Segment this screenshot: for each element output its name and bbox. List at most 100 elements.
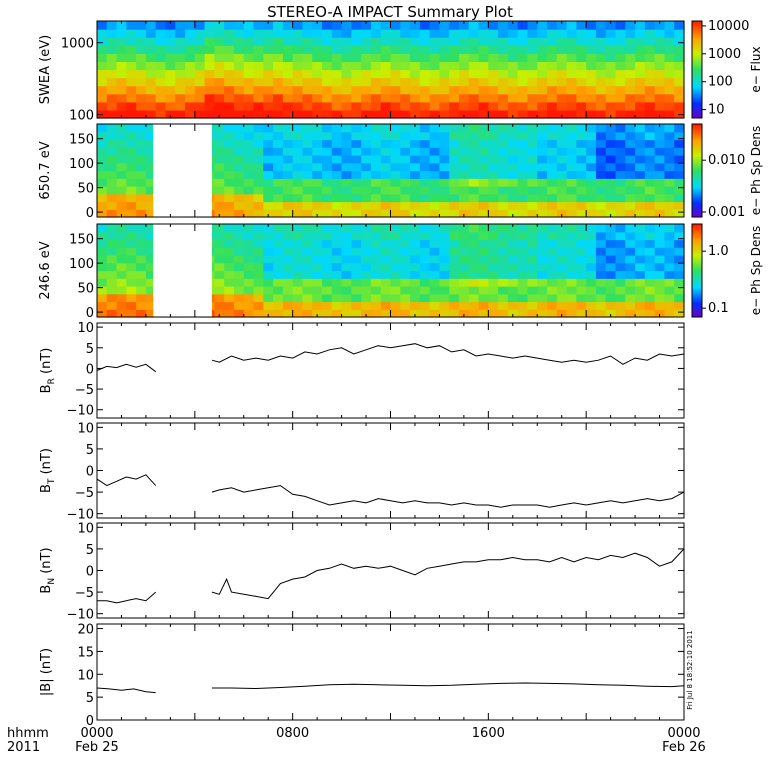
y-axis-label-unit: (nT) <box>39 547 54 577</box>
spectrogram-cell <box>547 239 558 248</box>
spectrogram-cell <box>351 178 362 187</box>
y-tick-label: 5 <box>86 443 94 458</box>
spectrogram-cell <box>370 101 382 111</box>
spectrogram-cell <box>116 262 127 272</box>
spectrogram-cell <box>361 309 372 318</box>
spectrogram-cell <box>625 77 636 87</box>
spectrogram-cell <box>243 109 255 119</box>
spectrogram-cell <box>566 93 577 103</box>
spectrogram-cell <box>566 109 577 119</box>
spectrogram-cell <box>243 247 255 256</box>
spectrogram-cell <box>527 170 538 179</box>
spectrogram-cell <box>674 201 685 210</box>
spectrogram-cell <box>351 37 362 46</box>
spectrogram-cell <box>419 93 431 103</box>
spectrogram-cell <box>625 29 636 38</box>
spectrogram-cell <box>674 209 685 218</box>
spectrogram-cell <box>145 270 157 279</box>
spectrogram-cell <box>145 109 157 119</box>
spectrogram-cell <box>165 93 176 103</box>
spectrogram-cell <box>635 109 646 119</box>
spectrogram-cell <box>341 255 352 264</box>
spectrogram-cell <box>566 162 577 172</box>
spectrogram-cell <box>106 61 118 71</box>
spectrogram-cell <box>341 186 352 195</box>
spectrogram-cell <box>136 37 147 46</box>
spectrogram-cell <box>136 61 147 71</box>
spectrogram-cell <box>116 224 127 233</box>
spectrogram-cell <box>664 109 675 119</box>
spectrogram-cell <box>439 61 450 71</box>
spectrogram-cell <box>605 61 617 71</box>
spectrogram-cell <box>126 93 137 103</box>
spectrogram-cell <box>449 255 460 264</box>
spectrogram-cell <box>292 193 304 203</box>
spectrogram-cell <box>654 101 666 111</box>
spectrogram-cell <box>292 139 304 148</box>
spectrogram-cell <box>273 309 284 318</box>
spectrogram-cell <box>273 21 284 30</box>
spectrogram-cell <box>468 278 480 287</box>
spectrogram-cell <box>370 193 382 203</box>
spectrogram-cell <box>136 255 147 264</box>
spectrogram-cell <box>214 170 225 179</box>
spectrogram-cell <box>605 224 617 233</box>
time-tick-label: 0800 <box>276 726 309 741</box>
spectrogram-cell <box>595 85 607 95</box>
spectrogram-cell <box>282 286 294 295</box>
spectrogram-cell <box>664 131 675 141</box>
spectrogram-cell <box>302 85 313 95</box>
spectrogram-cell <box>615 124 626 133</box>
spectrogram-cell <box>595 147 607 156</box>
spectrogram-cell <box>556 53 568 63</box>
spectrogram-cell <box>341 147 352 156</box>
spectrogram-cell <box>674 101 685 111</box>
spectrogram-cell <box>233 201 245 210</box>
spectrogram-cell <box>498 239 509 248</box>
spectrogram-cell <box>204 61 215 71</box>
spectrogram-cell <box>527 85 538 95</box>
spectrogram-cell <box>654 209 666 218</box>
spectrogram-cell <box>390 69 401 79</box>
spectrogram-cell <box>243 77 255 87</box>
spectrogram-cell <box>273 109 284 119</box>
spectrogram-cell <box>507 147 519 156</box>
spectrogram-cell <box>410 262 421 272</box>
spectrogram-cell <box>419 178 431 187</box>
spectrogram-cell <box>458 255 470 264</box>
spectrogram-cell <box>116 21 127 30</box>
spectrogram-cell <box>400 286 411 295</box>
spectrogram-cell <box>282 29 294 38</box>
spectrogram-cell <box>390 209 401 218</box>
spectrogram-cell <box>654 162 666 172</box>
spectrogram-cell <box>458 231 470 241</box>
spectrogram-cell <box>507 201 519 210</box>
spectrogram-cell <box>458 155 470 164</box>
spectrogram-cell <box>97 61 108 71</box>
series-line <box>97 591 157 604</box>
spectrogram-cell <box>429 45 441 54</box>
spectrogram-cell <box>517 147 529 156</box>
spectrogram-cell <box>498 247 509 256</box>
spectrogram-cell <box>302 201 313 210</box>
spectrogram-cell <box>233 45 245 54</box>
y-axis-label-main: B <box>39 384 54 393</box>
spectrogram-cell <box>410 69 421 79</box>
spectrogram-cell <box>488 61 499 71</box>
spectrogram-cell <box>380 186 392 195</box>
spectrogram-cell <box>302 101 313 111</box>
spectrogram-cell <box>292 224 304 233</box>
spectrogram-cell <box>586 231 597 241</box>
spectrogram-cell <box>635 61 646 71</box>
spectrogram-cell <box>595 69 607 79</box>
spectrogram-cell <box>233 255 245 264</box>
spectrogram-cell <box>478 61 489 71</box>
spectrogram-cell <box>654 139 666 148</box>
colorbar-tick-label: 0.1 <box>708 301 729 316</box>
spectrogram-cell <box>556 309 568 318</box>
spectrogram-cell <box>97 37 108 46</box>
spectrogram-cell <box>605 301 617 310</box>
spectrogram-cell <box>253 69 264 79</box>
spectrogram-cell <box>439 286 450 295</box>
